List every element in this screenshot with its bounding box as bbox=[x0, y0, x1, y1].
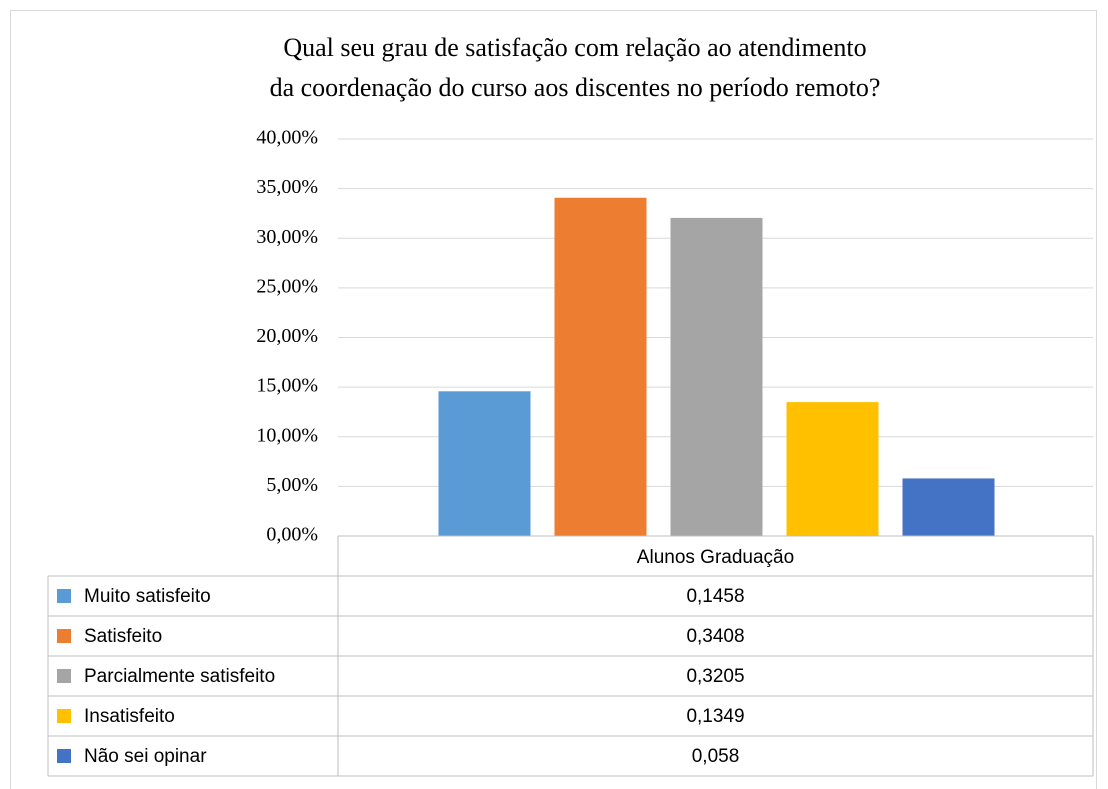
y-tick-label: 5,00% bbox=[266, 474, 318, 496]
bar bbox=[554, 197, 647, 537]
table-value: 0,3205 bbox=[686, 666, 744, 687]
y-tick-label: 30,00% bbox=[256, 226, 318, 248]
y-tick-label: 25,00% bbox=[256, 275, 318, 297]
table-value: 0,3408 bbox=[686, 626, 744, 647]
legend-label: Insatisfeito bbox=[84, 706, 175, 727]
legend-label: Parcialmente satisfeito bbox=[84, 666, 275, 687]
y-tick-label: 15,00% bbox=[256, 375, 318, 397]
legend-label: Satisfeito bbox=[84, 626, 162, 647]
table-value: 0,1458 bbox=[686, 586, 744, 607]
legend-key bbox=[57, 749, 71, 763]
bar bbox=[786, 402, 879, 536]
bar bbox=[902, 478, 995, 536]
chart-border bbox=[10, 10, 1097, 789]
table-value: 0,058 bbox=[692, 746, 740, 767]
chart-title: Qual seu grau de satisfação com relação … bbox=[270, 33, 881, 102]
bar bbox=[670, 217, 763, 536]
legend-label: Muito satisfeito bbox=[84, 586, 211, 607]
y-tick-label: 35,00% bbox=[256, 176, 318, 198]
legend-key bbox=[57, 669, 71, 683]
table-value: 0,1349 bbox=[686, 706, 744, 727]
y-tick-label: 40,00% bbox=[256, 127, 318, 149]
y-tick-label: 10,00% bbox=[256, 424, 318, 446]
x-tick-label: Alunos Graduação bbox=[637, 547, 794, 568]
legend-label: Não sei opinar bbox=[84, 746, 207, 767]
legend-key bbox=[57, 709, 71, 723]
legend-key bbox=[57, 589, 71, 603]
y-tick-label: 20,00% bbox=[256, 325, 318, 347]
y-tick-label: 0,00% bbox=[266, 524, 318, 546]
legend-key bbox=[57, 629, 71, 643]
bar bbox=[438, 391, 531, 536]
